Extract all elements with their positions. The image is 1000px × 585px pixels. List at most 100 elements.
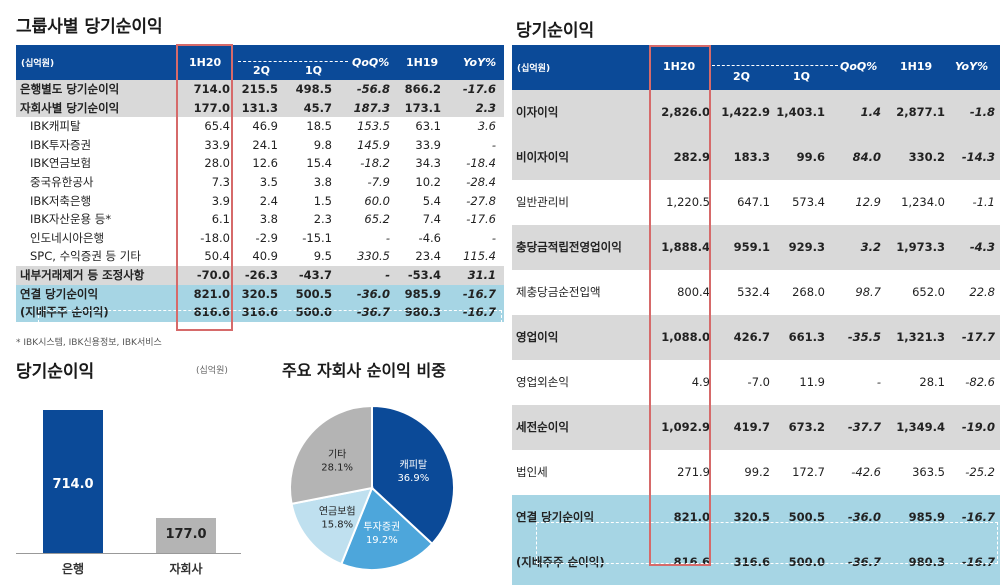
pie-slice-value: 15.8% bbox=[321, 520, 353, 531]
bar-category-label: 은행 bbox=[61, 562, 85, 576]
cell-qoq: -36.7 bbox=[356, 305, 390, 320]
cell-name: 연결 당기순이익 bbox=[20, 286, 99, 301]
cell-h19: 173.1 bbox=[404, 100, 441, 115]
cell-yoy: - bbox=[491, 230, 496, 245]
cell-h1: -18.0 bbox=[200, 230, 230, 245]
pie-slice-2 bbox=[290, 486, 374, 566]
cell-qoq: 60.0 bbox=[364, 193, 390, 208]
cell-q2: 532.4 bbox=[737, 285, 770, 299]
header-1h19: 1H19 bbox=[900, 60, 933, 73]
cell-h19: 5.4 bbox=[422, 193, 441, 208]
cell-yoy: -18.4 bbox=[466, 156, 496, 171]
cell-qoq: 1.4 bbox=[860, 105, 881, 119]
cell-h1: -70.0 bbox=[196, 267, 230, 282]
cell-name: 중국유한공사 bbox=[30, 174, 94, 189]
cell-q2: 959.1 bbox=[733, 240, 770, 254]
cell-q1: -15.1 bbox=[302, 230, 332, 245]
cell-h1: 177.0 bbox=[193, 100, 230, 115]
cell-name: 은행별도 당기순이익 bbox=[20, 82, 120, 96]
table-row: 중국유한공사 7.3 3.5 3.8 -7.9 10.2 -28.4 bbox=[16, 173, 504, 192]
table-header: (십억원) 1H20 2Q 1Q QoQ% 1H19 YoY% bbox=[512, 45, 1000, 90]
cell-h1: 821.0 bbox=[193, 286, 230, 301]
cell-qoq: -42.6 bbox=[851, 465, 881, 479]
cell-h19: 34.3 bbox=[415, 156, 441, 171]
cell-h19: 1,973.3 bbox=[896, 240, 945, 254]
right-table-title: 당기순이익 bbox=[516, 21, 595, 41]
cell-yoy: 2.3 bbox=[475, 100, 496, 115]
cell-q1: 661.3 bbox=[788, 330, 825, 344]
pie-slice-label: 캐피탈 bbox=[400, 458, 428, 471]
cell-yoy: -16.7 bbox=[961, 510, 995, 524]
cell-yoy: -1.1 bbox=[972, 195, 995, 209]
cell-yoy: -28.4 bbox=[466, 174, 496, 189]
cell-h19: 10.2 bbox=[415, 174, 441, 189]
cell-name: 인도네시아은행 bbox=[30, 230, 105, 245]
cell-q1: 3.8 bbox=[313, 174, 332, 189]
cell-q1: 1,403.1 bbox=[776, 105, 825, 119]
table-row: 자회사별 당기순이익 177.0 131.3 45.7 187.3 173.1 2.3 bbox=[16, 98, 504, 118]
bar-1 bbox=[156, 517, 216, 553]
table-row: 연결 당기순이익 821.0 320.5 500.5 -36.0 985.9 -16.7 bbox=[512, 495, 1000, 540]
bar-value-label: 714.0 bbox=[52, 477, 94, 493]
cell-h1: 1,888.4 bbox=[661, 240, 710, 254]
cell-h19: 2,877.1 bbox=[896, 105, 945, 119]
cell-name: 영업이익 bbox=[516, 330, 559, 344]
pie-chart: 캐피탈 36.9% 투자증권 19.2% 연금보험 15.8% 기타 28.1% bbox=[289, 404, 455, 571]
header-1h20: 1H20 bbox=[189, 56, 222, 69]
cell-q2: 131.3 bbox=[241, 100, 278, 115]
table-row: 인도네시아은행 -18.0 -2.9 -15.1 - -4.6 - bbox=[16, 229, 504, 248]
cell-name: IBK저축은행 bbox=[30, 193, 92, 208]
cell-h1: 6.1 bbox=[211, 212, 230, 227]
cell-yoy: -16.7 bbox=[961, 555, 995, 569]
pie-slice-label: 기타 bbox=[328, 448, 346, 460]
cell-yoy: -16.7 bbox=[462, 305, 496, 320]
cell-h1: 821.0 bbox=[673, 510, 710, 524]
pie-slice-value: 36.9% bbox=[397, 473, 429, 484]
cell-yoy: -82.6 bbox=[965, 375, 995, 389]
cell-qoq: 84.0 bbox=[852, 150, 881, 164]
table-row: 일반관리비 1,220.5 647.1 573.4 12.9 1,234.0 -1.1 bbox=[512, 180, 1000, 225]
cell-q1: 45.7 bbox=[303, 100, 332, 115]
pie-slice-label: 투자증권 bbox=[363, 521, 400, 533]
cell-qoq: -36.7 bbox=[847, 555, 881, 569]
cell-h1: 28.0 bbox=[204, 156, 230, 171]
header-1h19: 1H19 bbox=[406, 56, 439, 69]
cell-q2: 215.5 bbox=[241, 82, 278, 96]
cell-q1: 15.4 bbox=[306, 156, 332, 171]
cell-h19: 23.4 bbox=[415, 249, 441, 264]
cell-h19: 985.9 bbox=[908, 510, 945, 524]
cell-h19: -4.6 bbox=[418, 230, 441, 245]
cell-h1: 1,092.9 bbox=[661, 420, 710, 434]
cell-qoq: -56.8 bbox=[356, 82, 390, 96]
table-row: 이자이익 2,826.0 1,422.9 1,403.1 1.4 2,877.1 -1.8 bbox=[512, 90, 1000, 135]
bar-category-label: 자회사 bbox=[169, 562, 203, 576]
cell-q1: 99.6 bbox=[796, 150, 825, 164]
cell-q1: 9.8 bbox=[313, 137, 332, 152]
cell-h1: 50.4 bbox=[204, 249, 230, 264]
table-row: (지배주주 순이익) 816.6 316.6 500.0 -36.7 980.3 -16.7 bbox=[512, 540, 1000, 585]
cell-qoq: -7.9 bbox=[367, 174, 390, 189]
left-table-title: 그룹사별 당기순이익 bbox=[16, 17, 163, 37]
table-row: (지배주주 순이익) 816.6 316.6 500.0 -36.7 980.3 -16.7 bbox=[16, 303, 504, 322]
table-row: 제충당금순전입액 800.4 532.4 268.0 98.7 652.0 22.8 bbox=[512, 270, 1000, 315]
pie-chart-title: 주요 자회사 순이익 비중 bbox=[282, 361, 446, 380]
cell-qoq: 98.7 bbox=[855, 285, 881, 299]
cell-h1: 800.4 bbox=[677, 285, 710, 299]
controlling-row-dash-frame bbox=[536, 522, 998, 564]
cell-h1: 1,220.5 bbox=[666, 195, 710, 209]
cell-h19: 652.0 bbox=[912, 285, 945, 299]
header-unit: (십억원) bbox=[517, 64, 551, 74]
cell-qoq: 153.5 bbox=[357, 119, 390, 134]
cell-qoq: 187.3 bbox=[353, 100, 390, 115]
cell-qoq: - bbox=[385, 230, 390, 245]
cell-name: 자회사별 당기순이익 bbox=[20, 100, 120, 115]
cell-q2: 24.1 bbox=[252, 137, 278, 152]
cell-name: 내부거래제거 등 조정사항 bbox=[20, 267, 145, 282]
cell-q2: 1,422.9 bbox=[721, 105, 770, 119]
cell-qoq: -18.2 bbox=[360, 156, 390, 171]
bar-value-label: 177.0 bbox=[165, 527, 207, 543]
cell-qoq: -37.7 bbox=[847, 420, 881, 434]
table-row: 연결 당기순이익 821.0 320.5 500.5 -36.0 985.9 -16.7 bbox=[16, 284, 504, 304]
cell-yoy: - bbox=[491, 137, 496, 152]
table-row: IBK연금보험 28.0 12.6 15.4 -18.2 34.3 -18.4 bbox=[16, 154, 504, 173]
